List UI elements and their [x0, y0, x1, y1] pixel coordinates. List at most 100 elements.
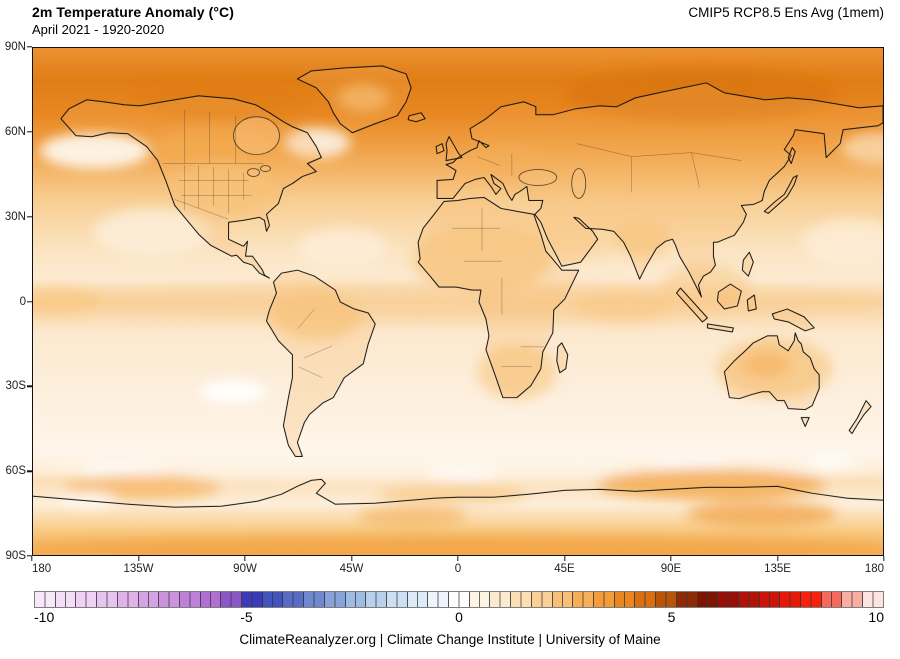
lon-tick-mark: [244, 556, 246, 561]
anomaly-blob: [459, 144, 550, 177]
colorbar-cell: [552, 592, 574, 607]
coastline-new-zealand: [848, 400, 872, 434]
borders-south-america: [297, 308, 333, 378]
colorbar-cell: [304, 592, 325, 607]
colorbar-tick-labels: -10 -5 0 5 10: [34, 609, 884, 627]
colorbar-cell: [179, 592, 201, 607]
colorbar-cell: [821, 592, 843, 607]
colorbar-cell: [262, 592, 284, 607]
coastline-madagascar: [556, 342, 569, 374]
anomaly-blob: [742, 351, 791, 378]
coastline-south-america: [265, 269, 376, 457]
page-subtitle: April 2021 - 1920-2020: [32, 22, 165, 37]
anomaly-field-patches: [33, 67, 883, 555]
anomaly-blob: [476, 343, 557, 400]
colorbar-cell: [801, 592, 822, 607]
colorbar-cell: [35, 592, 56, 607]
model-label: CMIP5 RCP8.5 Ens Avg (1mem): [688, 5, 884, 20]
colorbar-cell: [676, 592, 698, 607]
coastline-british-isles: [435, 136, 463, 162]
hudson-bay: [233, 116, 280, 155]
colorbar-cell: [55, 592, 77, 607]
anomaly-blob: [520, 203, 631, 260]
latitude-tick-label: 90N: [4, 41, 26, 53]
coastline-australia: [723, 332, 820, 428]
page-title: 2m Temperature Anomaly (°C): [32, 4, 235, 20]
longitude-tick-label: 180: [864, 563, 884, 575]
colorbar-cell: [656, 592, 677, 607]
anomaly-blob: [566, 67, 837, 120]
colorbar-cell: [780, 592, 802, 607]
colorbar-cell: [97, 592, 118, 607]
coastline-greenland: [296, 65, 412, 134]
colorbar-cell: [283, 592, 305, 607]
great-lakes: [247, 168, 260, 177]
lakes: [233, 116, 587, 199]
colorbar-cell: [697, 592, 719, 607]
anomaly-blob: [59, 492, 116, 507]
anomaly-blob: [33, 287, 102, 315]
borders-eurasia: [476, 143, 742, 193]
colorbar-cell: [531, 592, 553, 607]
coastline-eurasia: [436, 82, 883, 298]
colorbar-cell: [449, 592, 470, 607]
colorbar-cell: [138, 592, 160, 607]
coastline-iceland: [407, 112, 426, 123]
longitude-tick-label: 45W: [339, 563, 364, 575]
anomaly-blob: [412, 224, 552, 295]
lat-tick-mark: [27, 300, 32, 303]
colorbar-cell: [490, 592, 512, 607]
black-sea: [518, 169, 558, 186]
lon-tick-mark: [563, 556, 566, 561]
anomaly-blob: [284, 127, 351, 158]
anomaly-blob: [39, 132, 150, 169]
latitude-tick-label: 60S: [5, 465, 26, 478]
lat-tick-mark: [27, 555, 32, 557]
borders-africa: [452, 208, 544, 367]
colorbar-cell: [635, 592, 657, 607]
latitude-tick-label: 30N: [4, 210, 26, 223]
lon-tick-mark: [670, 556, 672, 561]
colorbar-cell: [366, 592, 387, 607]
latitude-tick-label: 60N: [4, 125, 26, 138]
anomaly-blob: [92, 208, 213, 257]
colorbar-cell: [469, 592, 491, 607]
lon-tick-mark: [31, 556, 33, 561]
longitude-tick-label: 135E: [764, 563, 791, 575]
colorbar-cell: [738, 592, 760, 607]
colorbar-cell: [759, 592, 781, 607]
anomaly-blob: [686, 501, 837, 528]
colorbar-cell: [407, 592, 429, 607]
colorbar: [34, 591, 884, 608]
lat-tick-mark: [27, 385, 32, 388]
lon-tick-mark: [883, 556, 885, 561]
map-svg: [33, 48, 883, 555]
longitude-tick-marks: [31, 556, 885, 561]
coastline-southeast-asia-islands: [675, 251, 815, 333]
colorbar-tick-label: 0: [455, 609, 463, 625]
longitude-tick-label: 90W: [233, 563, 257, 575]
colorbar-cell: [117, 592, 139, 607]
coastline-north-america: [60, 95, 322, 279]
anomaly-blob: [807, 451, 856, 468]
colorbar-cell: [614, 592, 636, 607]
colorbar-cell: [221, 592, 243, 607]
latitude-tick-marks: [27, 46, 32, 557]
anomaly-blob: [801, 218, 883, 267]
lon-tick-mark: [350, 556, 353, 561]
longitude-axis-labels: 180 135W 90W 45W 0 45E 90E 135E 180: [32, 563, 884, 578]
anomaly-blob: [199, 379, 268, 404]
longitude-tick-label: 0: [454, 563, 462, 575]
colorbar-cell: [159, 592, 180, 607]
colorbar-tick-label: -10: [34, 609, 55, 625]
anomaly-blob: [297, 227, 388, 268]
anomaly-blob: [33, 536, 883, 555]
colorbar-cell: [324, 592, 346, 607]
lat-tick-mark: [27, 470, 32, 472]
colorbar-cell: [345, 592, 367, 607]
latitude-tick-label: 0: [19, 295, 26, 308]
colorbar-cell: [428, 592, 450, 607]
colorbar-cell: [593, 592, 615, 607]
country-state-borders: [162, 109, 742, 378]
colorbar-cell: [718, 592, 739, 607]
